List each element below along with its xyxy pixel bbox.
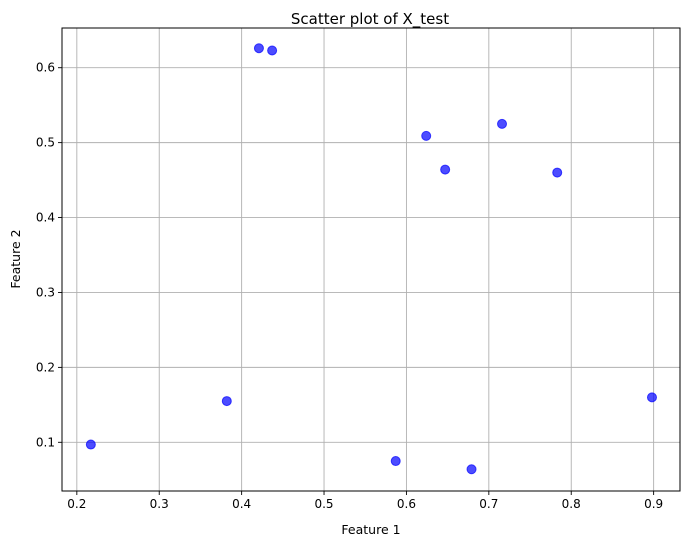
data-point xyxy=(497,118,508,129)
data-point xyxy=(466,464,477,475)
data-point xyxy=(85,439,96,450)
x-tick-label: 0.2 xyxy=(67,497,86,511)
y-tick-label: 0.4 xyxy=(36,211,55,225)
data-point xyxy=(221,396,232,407)
data-points xyxy=(85,43,657,475)
data-point xyxy=(646,392,657,403)
y-tick-label: 0.1 xyxy=(36,435,55,449)
x-tick-label: 0.8 xyxy=(562,497,581,511)
data-point xyxy=(267,45,278,56)
y-tick-label: 0.2 xyxy=(36,360,55,374)
data-point xyxy=(552,167,563,178)
plot-frame xyxy=(61,27,681,492)
x-tick-label: 0.5 xyxy=(314,497,333,511)
chart-title: Scatter plot of X_test xyxy=(291,10,449,29)
y-axis-label: Feature 2 xyxy=(8,229,23,288)
data-point xyxy=(253,43,264,54)
data-point xyxy=(421,130,432,141)
y-axis-ticks: 0.1 0.2 0.3 0.4 0.5 0.6 xyxy=(36,61,62,449)
data-point xyxy=(440,164,451,175)
data-point xyxy=(390,456,401,467)
y-tick-label: 0.3 xyxy=(36,285,55,299)
x-tick-label: 0.6 xyxy=(397,497,416,511)
y-tick-label: 0.5 xyxy=(36,136,55,150)
x-tick-label: 0.7 xyxy=(479,497,498,511)
x-axis-ticks: 0.2 0.3 0.4 0.5 0.6 0.7 0.8 0.9 xyxy=(67,491,663,511)
x-tick-label: 0.9 xyxy=(644,497,663,511)
x-tick-label: 0.4 xyxy=(232,497,251,511)
x-axis-label: Feature 1 xyxy=(341,522,400,537)
grid xyxy=(62,28,680,491)
y-tick-label: 0.6 xyxy=(36,61,55,75)
x-tick-label: 0.3 xyxy=(150,497,169,511)
